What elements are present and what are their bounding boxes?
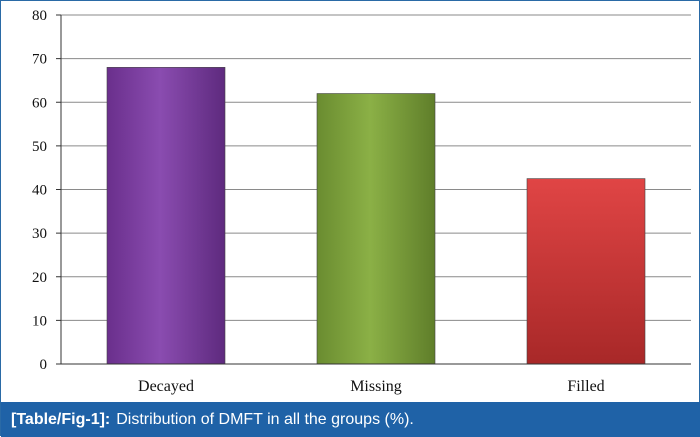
x-axis-categories: Decayed Missing Filled bbox=[138, 378, 605, 395]
bars bbox=[106, 67, 646, 365]
figure-caption: [Table/Fig-1]: Distribution of DMFT in a… bbox=[1, 402, 700, 437]
category-label-decayed: Decayed bbox=[138, 378, 194, 395]
y-tick-label: 80 bbox=[32, 8, 47, 24]
caption-label: [Table/Fig-1]: bbox=[11, 410, 111, 428]
category-label-filled: Filled bbox=[567, 378, 604, 395]
bar-filled bbox=[526, 178, 646, 365]
category-label-missing: Missing bbox=[350, 378, 402, 395]
y-tick-label: 70 bbox=[32, 52, 47, 68]
y-tick-label: 50 bbox=[32, 139, 47, 155]
bar-chart: 0 10 20 30 40 50 60 70 80 Decayed Missing Filled bbox=[32, 8, 691, 395]
y-tick-label: 20 bbox=[32, 270, 47, 286]
y-tick-label: 40 bbox=[32, 183, 47, 199]
y-tick-label: 60 bbox=[32, 95, 47, 111]
y-tick-label: 0 bbox=[40, 357, 48, 373]
y-tick-label: 30 bbox=[32, 226, 47, 242]
caption-text: Distribution of DMFT in all the groups (… bbox=[116, 410, 414, 428]
y-tick-label: 10 bbox=[32, 313, 47, 329]
bar-decayed bbox=[106, 67, 226, 365]
bar-missing bbox=[316, 93, 436, 365]
y-axis-ticks: 0 10 20 30 40 50 60 70 80 bbox=[32, 8, 61, 373]
